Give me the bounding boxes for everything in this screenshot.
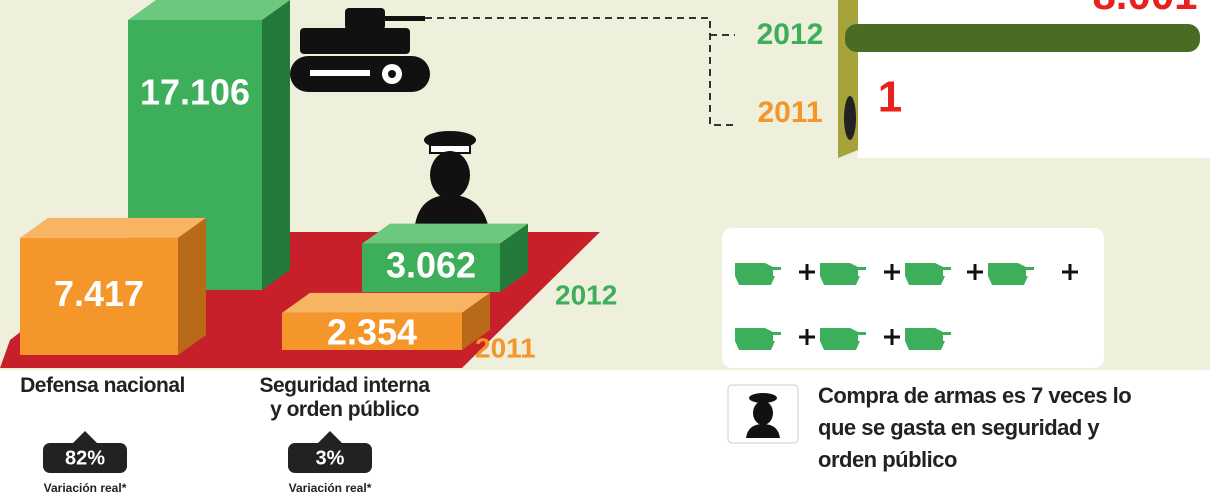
- bar-value-label: 2.354: [327, 311, 417, 352]
- badge-caption: Variación real*: [289, 481, 372, 495]
- bar-top: [128, 0, 290, 20]
- badge-label: 3%: [316, 447, 345, 469]
- badge-caption: Variación real*: [44, 481, 127, 495]
- bar-top: [282, 293, 490, 313]
- bar-value-label: 3.062: [386, 244, 476, 285]
- barrel-panel: [858, 0, 1210, 158]
- year-label: 2011: [757, 96, 822, 129]
- badge-arrow: [318, 431, 342, 443]
- bar-top: [20, 218, 206, 238]
- bar-side: [178, 218, 206, 355]
- bar-value-label: 7.417: [54, 273, 144, 314]
- legend-label: 2012: [555, 279, 617, 310]
- infographic: 8.001 1 2012 2011 17.106 3.062 7.417 2.354 2…: [0, 0, 1210, 500]
- note: Compra de armas es 7 veces lo que se gas…: [818, 380, 1158, 476]
- badge-arrow: [73, 431, 97, 443]
- bar-side: [262, 0, 290, 290]
- category-label: Defensa nacional: [10, 374, 195, 398]
- barrel-hole: [844, 96, 856, 140]
- legend-label: 2011: [475, 332, 536, 363]
- barrel: [845, 24, 1200, 52]
- bar-top: [362, 224, 528, 244]
- badge-label: 82%: [65, 447, 105, 469]
- category-label: Seguridad interna y orden público: [252, 374, 437, 422]
- bar-value-label: 17.106: [140, 72, 250, 113]
- barrel-value: 8.001: [1092, 0, 1197, 18]
- barrel-value: 1: [878, 73, 902, 122]
- year-label: 2012: [757, 18, 824, 51]
